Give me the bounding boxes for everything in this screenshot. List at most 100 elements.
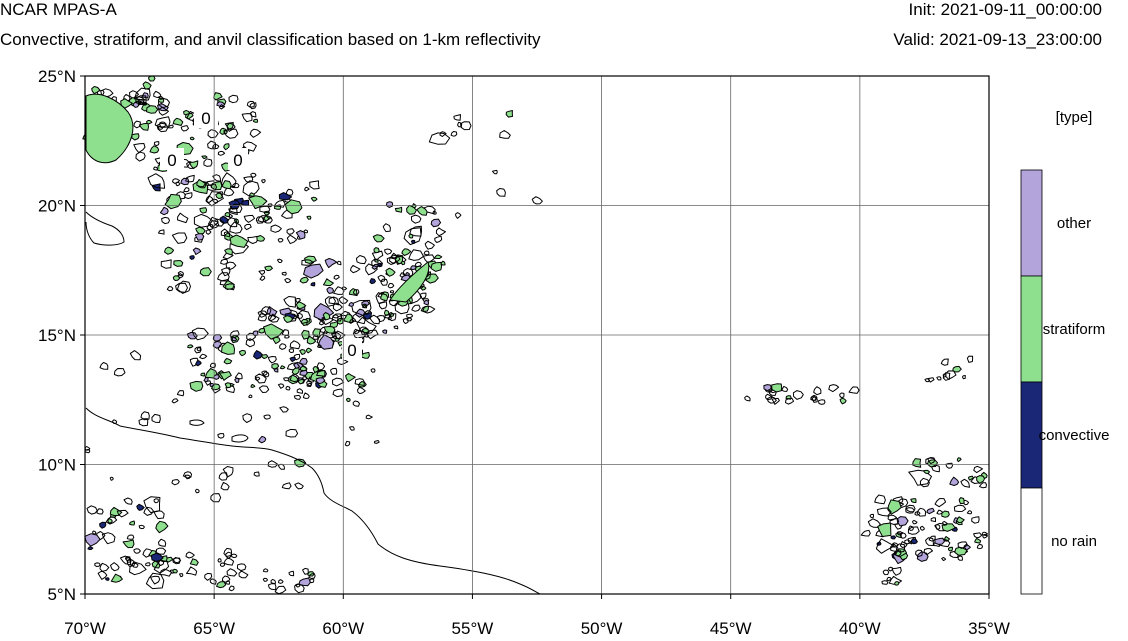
map-axes: 25°N 20°N 15°N 10°N 5°N 70°W 65°W 60°W 55°W 50°W 4… (38, 67, 1010, 638)
echo-cell (378, 301, 388, 310)
echo-cell (369, 314, 381, 325)
echo-cell (244, 223, 252, 231)
echo-cell (306, 335, 317, 345)
echo-cell (242, 413, 253, 423)
echo-cell (434, 235, 443, 243)
echo-cell (393, 325, 399, 330)
echo-cell (158, 538, 167, 547)
echo-cell (332, 388, 344, 398)
echo-cell (120, 98, 133, 109)
echo-cell (298, 577, 311, 587)
echo-cell (205, 229, 212, 235)
echo-cell (936, 376, 942, 381)
echo-cell (107, 518, 113, 524)
echo-cell (248, 192, 255, 197)
echo-cell (419, 292, 427, 300)
echo-cell (453, 114, 461, 121)
gridlines (85, 76, 989, 594)
echo-cell (270, 578, 276, 585)
echo-cell (172, 557, 181, 565)
stratiform-region (389, 261, 430, 303)
echo-cell (250, 172, 257, 178)
echo-cell (226, 568, 238, 577)
echo-cell (384, 314, 391, 319)
echo-cell (297, 310, 311, 324)
echo-cell (971, 516, 980, 524)
echo-cell (96, 508, 104, 515)
lon-tick-label: 70°W (64, 619, 106, 638)
echo-cell (316, 370, 326, 377)
echo-cell (279, 406, 289, 413)
echo-cell (299, 349, 306, 355)
echo-cell (245, 338, 256, 348)
echo-cell (289, 372, 300, 383)
plot-subtitle: Convective, stratiform, and anvil classi… (0, 30, 541, 49)
echo-cell (981, 531, 988, 537)
echo-cell (146, 105, 159, 114)
echo-cell (319, 320, 325, 326)
legend-label: convective (1039, 427, 1110, 444)
echo-cell (204, 572, 213, 581)
echo-cell (224, 382, 232, 389)
echo-cell (166, 286, 174, 292)
echo-cell (284, 199, 303, 215)
echo-cell (210, 493, 222, 503)
echo-cell (285, 188, 294, 196)
echo-cell (433, 254, 443, 259)
echo-cell (212, 143, 220, 150)
echo-cell (229, 330, 240, 340)
echo-cell (129, 350, 142, 361)
echo-cell (156, 122, 169, 133)
echo-cell (406, 204, 417, 215)
echo-cell (296, 388, 303, 394)
echo-cell (133, 87, 151, 101)
echo-cell (133, 143, 146, 154)
stratiform-region (85, 93, 134, 164)
echo-cell (189, 160, 199, 169)
echo-cell (306, 347, 313, 354)
echo-cell (966, 510, 973, 515)
echo-cell (371, 258, 383, 267)
echo-cell (223, 186, 235, 197)
echo-cell (923, 469, 930, 475)
echo-cell (424, 240, 435, 250)
echo-cell (267, 356, 277, 364)
echo-cell (176, 280, 191, 294)
echo-cell (220, 228, 231, 238)
echo-cell (457, 121, 463, 128)
echo-cell (212, 174, 222, 182)
echo-cell (301, 376, 308, 381)
echo-cell (896, 516, 909, 527)
echo-cell (956, 516, 965, 524)
echo-cell (283, 296, 296, 308)
echo-cell (189, 558, 199, 566)
echo-cell (268, 313, 280, 323)
lon-tick-label: 65°W (193, 619, 235, 638)
echo-cell (221, 575, 231, 583)
echo-cell (912, 458, 922, 468)
echo-cell (382, 329, 388, 334)
echo-cell (394, 206, 403, 213)
echo-cell (91, 86, 101, 95)
echo-cell (949, 476, 960, 486)
echo-cell (220, 481, 230, 491)
echo-cell (956, 457, 962, 463)
echo-cell (182, 471, 192, 479)
echo-cell (499, 130, 511, 139)
echo-cell (113, 368, 126, 377)
echo-cell (257, 215, 270, 223)
echo-cell (291, 367, 300, 375)
echo-cell (414, 261, 422, 268)
echo-cell (249, 102, 257, 110)
echo-cell (221, 180, 232, 190)
echo-cell (352, 312, 367, 325)
echo-cell (243, 141, 257, 152)
echo-cell (876, 507, 892, 517)
contour-label: 0 (194, 106, 218, 128)
echo-cell (159, 568, 173, 577)
echo-cell (818, 399, 826, 405)
echo-cell (389, 254, 401, 264)
echo-cell (336, 260, 342, 266)
echo-cell (175, 181, 181, 187)
echo-cell (285, 385, 291, 391)
